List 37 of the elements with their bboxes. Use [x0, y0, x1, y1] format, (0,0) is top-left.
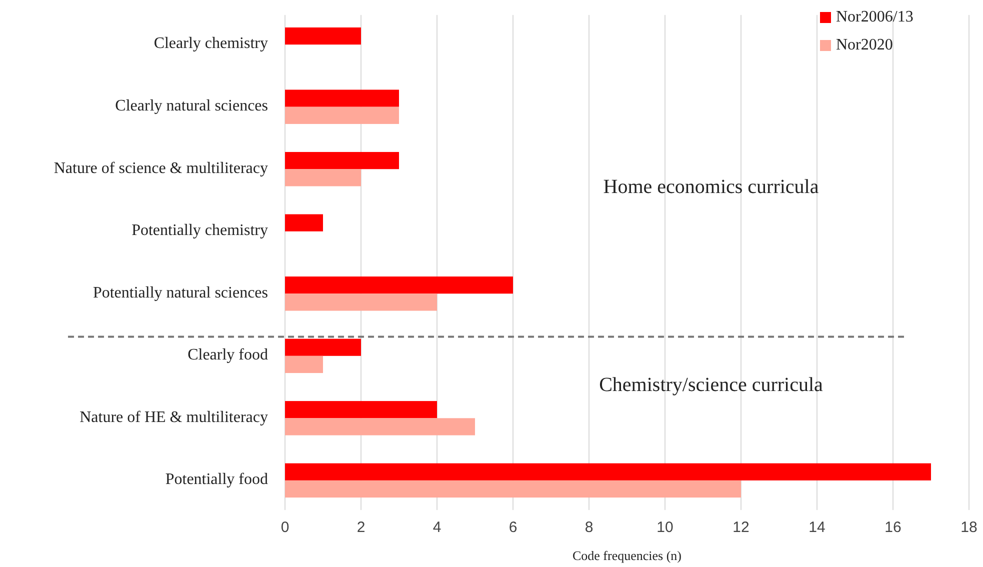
x-tick-label: 0 [280, 519, 290, 536]
bar [285, 401, 437, 418]
bar [285, 480, 741, 498]
bar [285, 27, 361, 45]
x-tick-label: 12 [732, 519, 750, 536]
x-tick-label: 6 [508, 519, 518, 536]
bar [285, 152, 399, 170]
x-tick-label: 2 [356, 519, 366, 536]
x-tick-label: 14 [808, 519, 826, 536]
x-tick-label: 8 [584, 519, 594, 536]
bar [285, 418, 475, 436]
bar [285, 276, 513, 294]
bar [285, 356, 323, 374]
x-axis-title: Code frequencies (n) [572, 548, 682, 563]
x-tick-label: 18 [960, 519, 978, 536]
annotation: Chemistry/science curricula [599, 374, 824, 396]
bar [285, 90, 399, 107]
bar [285, 294, 437, 311]
y-tick-label: Potentially chemistry [132, 222, 268, 240]
x-tick-label: 4 [432, 519, 442, 536]
y-tick-label: Nature of science & multiliteracy [54, 160, 268, 177]
legend-label: Nor2020 [836, 36, 893, 54]
y-tick-label: Potentially food [165, 471, 268, 488]
x-tick-label: 10 [656, 519, 674, 536]
annotation: Home economics curricula [603, 176, 819, 198]
y-tick-label: Potentially natural sciences [92, 284, 268, 302]
y-tick-label: Clearly chemistry [154, 35, 268, 52]
x-tick-label: 16 [884, 519, 902, 536]
bar [285, 214, 323, 232]
y-tick-label: Clearly natural sciences [115, 98, 268, 115]
y-tick-label: Nature of HE & multiliteracy [80, 408, 268, 426]
bar [285, 106, 399, 124]
bar [285, 169, 361, 186]
bar [285, 463, 931, 480]
bar [285, 338, 361, 356]
legend-label: Nor2006/13 [836, 8, 914, 26]
y-tick-label: Clearly food [188, 346, 268, 364]
